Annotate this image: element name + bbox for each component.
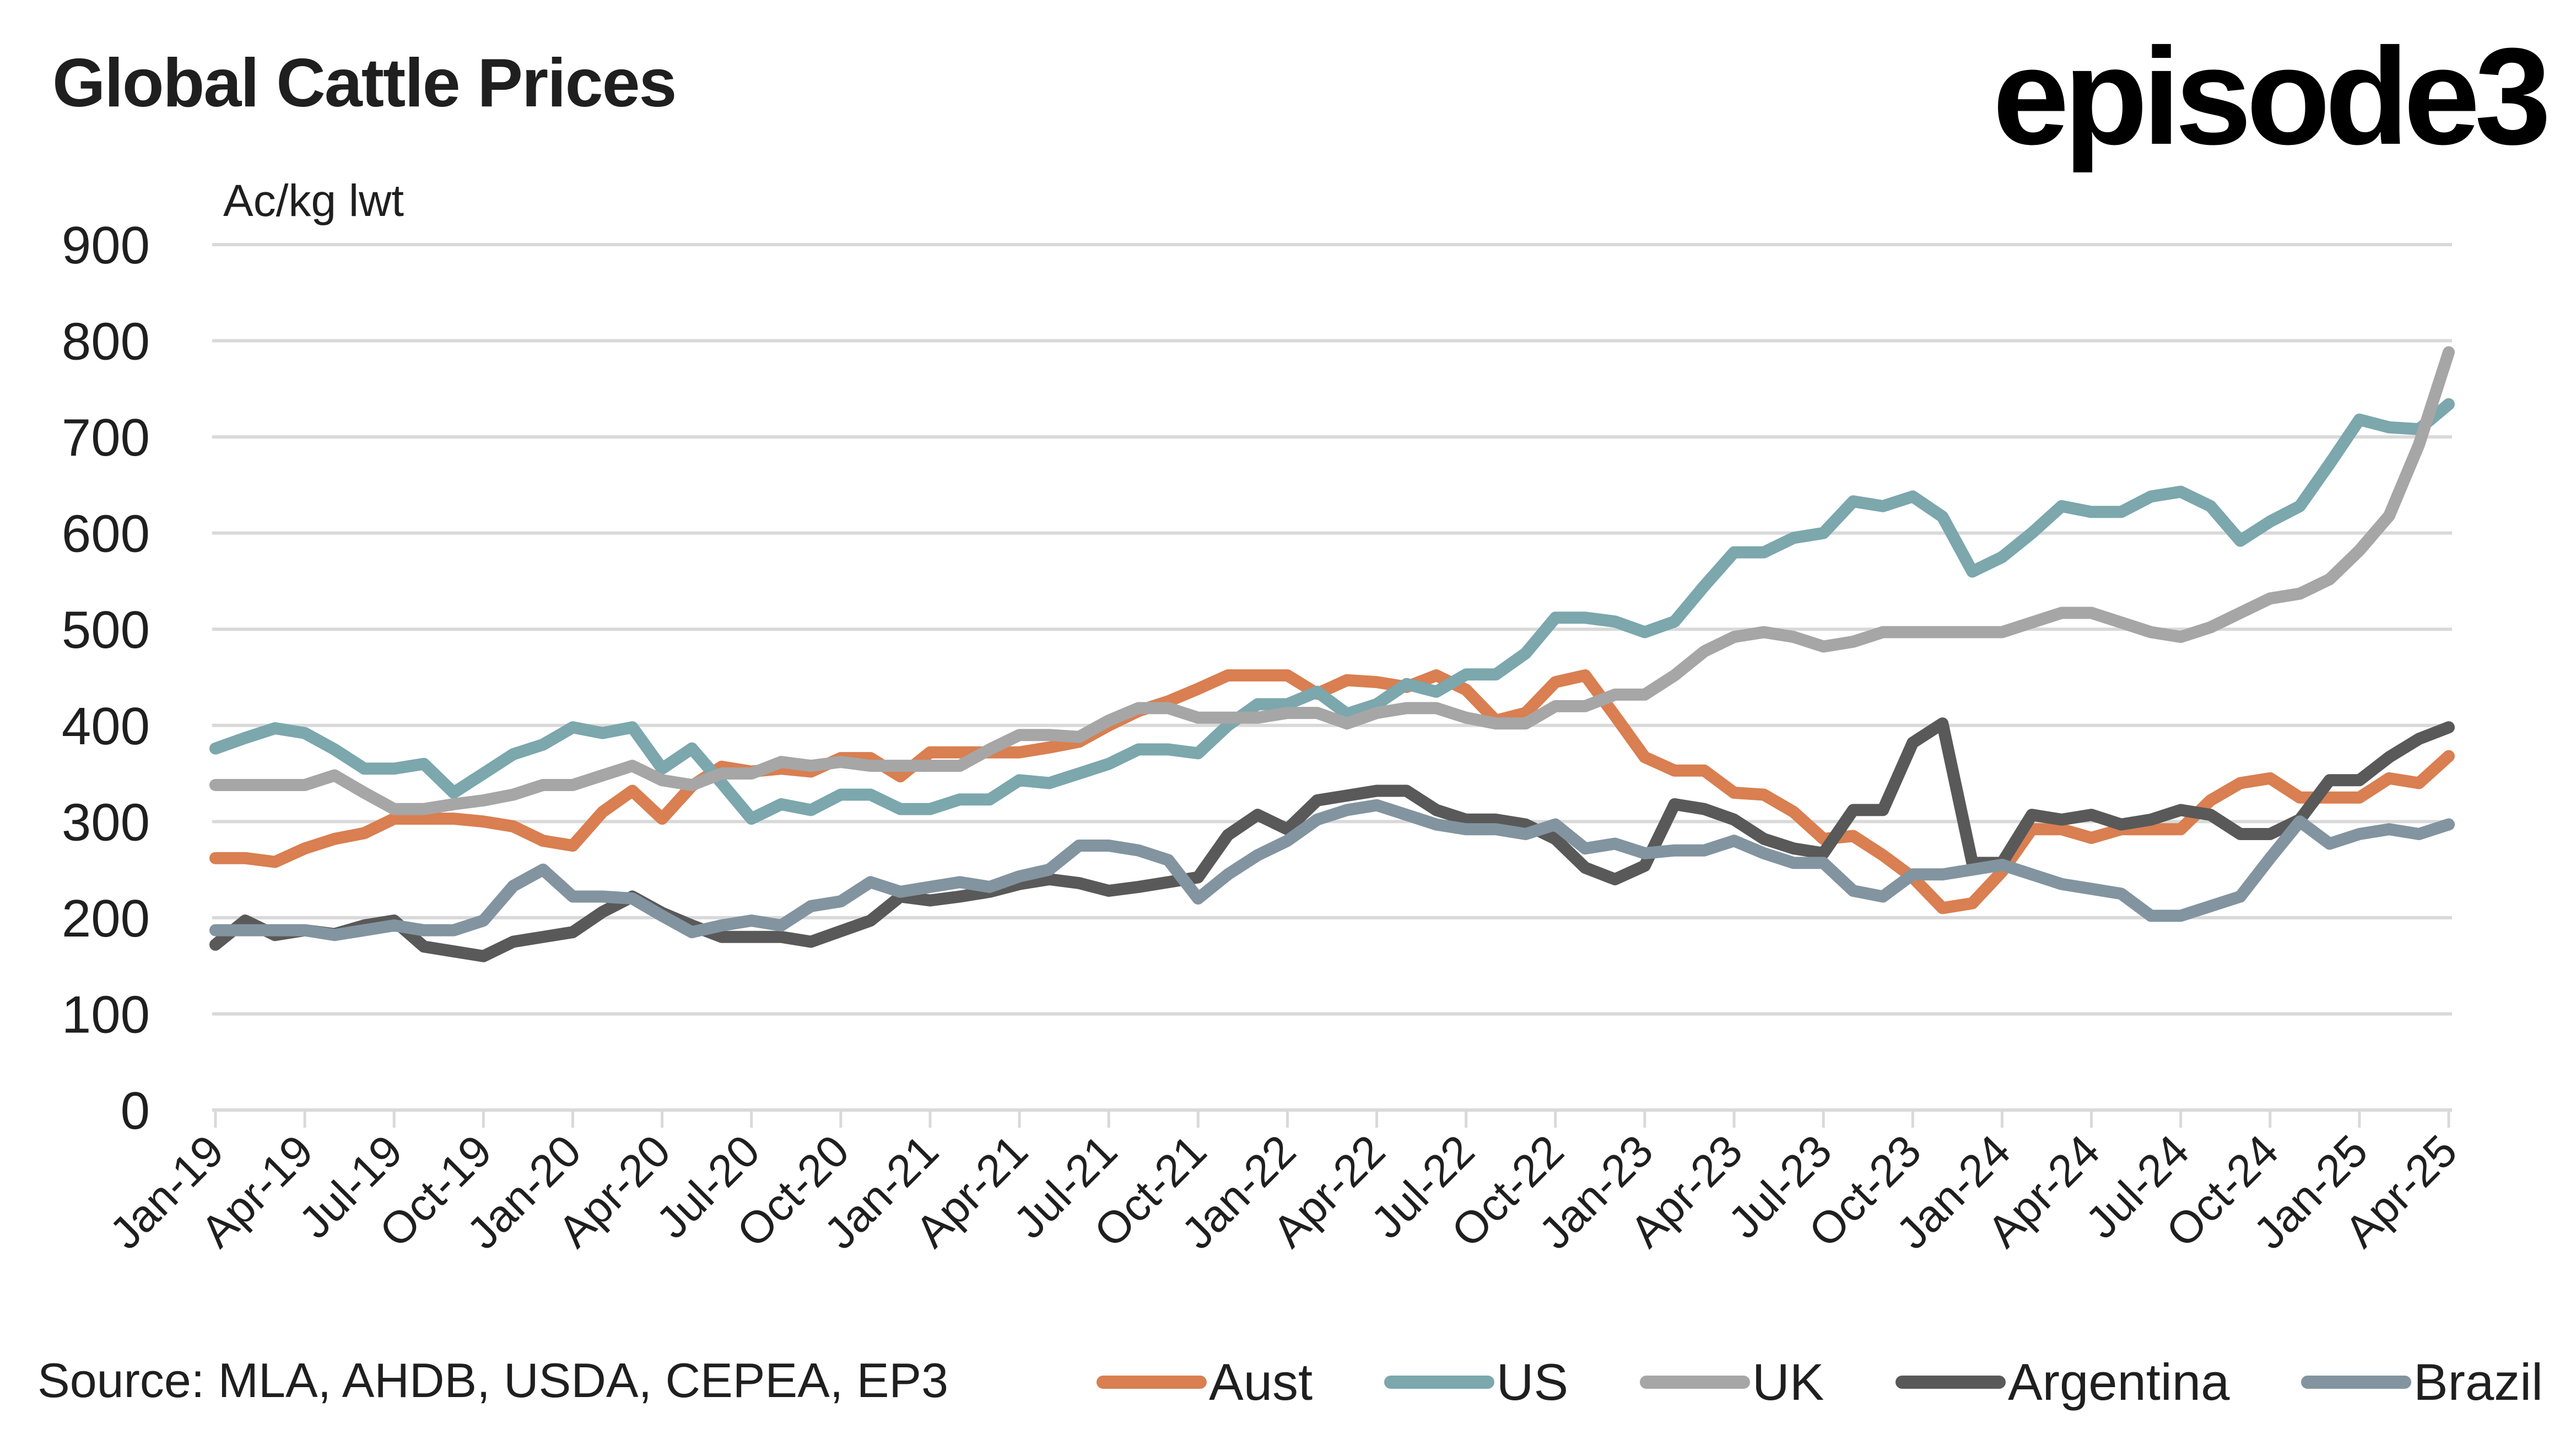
legend-label-argentina: Argentina	[2007, 1353, 2230, 1411]
series-line-aust	[209, 669, 2455, 914]
legend-swatch-us	[1384, 1376, 1494, 1389]
legend-swatch-aust	[1097, 1376, 1207, 1389]
y-tick-label-0: 0	[121, 1081, 150, 1140]
legend-swatch-uk	[1639, 1376, 1750, 1389]
legend-label-us: US	[1496, 1353, 1569, 1411]
series-line-uk	[209, 346, 2455, 815]
y-tick-label-500: 500	[62, 600, 150, 659]
legend-label-brazil: Brazil	[2413, 1353, 2543, 1411]
legend-item-us: US	[1384, 1352, 1569, 1412]
y-axis-ticks: 0 100 200 300 400 500 600 700 800 900	[62, 216, 150, 1140]
legend-item-aust: Aust	[1097, 1352, 1313, 1412]
legend-label-aust: Aust	[1209, 1353, 1313, 1411]
series-line-us	[209, 398, 2455, 825]
series-line-brazil	[209, 799, 2455, 941]
y-tick-label-100: 100	[62, 985, 150, 1044]
x-axis	[212, 1108, 2452, 1128]
y-tick-label-700: 700	[62, 408, 150, 467]
series-lines	[209, 346, 2455, 962]
y-tick-label-200: 200	[62, 889, 150, 948]
source-note: Source: MLA, AHDB, USDA, CEPEA, EP3	[37, 1353, 949, 1408]
y-axis-label: Ac/kg lwt	[223, 176, 404, 226]
legend-item-brazil: Brazil	[2300, 1352, 2543, 1412]
legend-swatch-argentina	[1895, 1376, 2006, 1389]
x-axis-tick-labels: Jan-19Apr-19Jul-19Oct-19Jan-20Apr-20Jul-…	[100, 1125, 2467, 1259]
y-tick-label-300: 300	[62, 793, 150, 852]
brand-logo: episode3	[1992, 19, 2551, 173]
legend: Aust US UK Argentina Brazil	[1097, 1352, 2543, 1412]
legend-label-uk: UK	[1752, 1353, 1824, 1411]
y-tick-label-400: 400	[62, 697, 150, 756]
y-tick-label-800: 800	[62, 312, 150, 371]
legend-item-uk: UK	[1639, 1352, 1824, 1412]
legend-swatch-brazil	[2300, 1376, 2411, 1389]
y-tick-label-900: 900	[62, 216, 150, 275]
chart-title: Global Cattle Prices	[52, 45, 677, 121]
series-line-argentina	[209, 717, 2455, 962]
y-tick-label-600: 600	[62, 505, 150, 564]
legend-item-argentina: Argentina	[1895, 1352, 2229, 1412]
